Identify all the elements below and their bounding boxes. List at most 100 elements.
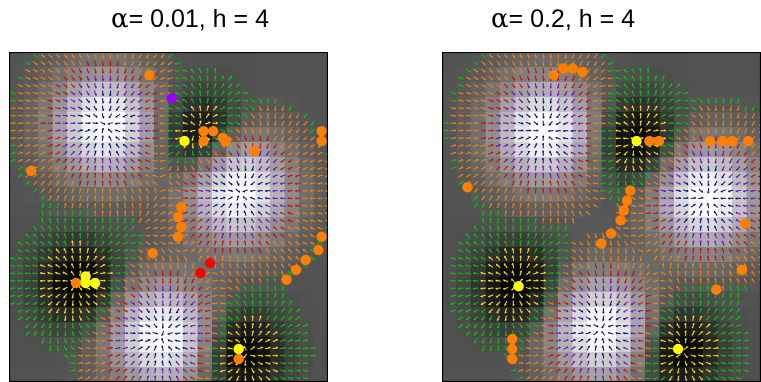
intensity-cell — [442, 277, 457, 293]
intensity-cell — [198, 52, 213, 68]
intensity-cell — [573, 127, 588, 143]
gradient-arrow-head — [156, 296, 157, 298]
gradient-arrow-head — [274, 155, 276, 156]
intensity-cell — [285, 292, 300, 308]
gradient-arrow-head — [489, 256, 490, 258]
intensity-cell — [82, 247, 97, 263]
intensity-cell — [53, 52, 68, 68]
gradient-arrow-head — [168, 327, 170, 328]
gradient-arrow-head — [146, 174, 147, 176]
intensity-cell — [457, 337, 472, 353]
intensity-cell — [529, 307, 544, 323]
intensity-cell — [67, 127, 82, 143]
gradient-arrow-head — [296, 242, 297, 244]
intensity-cell — [270, 157, 285, 173]
gradient-arrow-head — [306, 332, 308, 333]
intensity-cell — [256, 67, 271, 83]
gradient-arrow-head — [178, 259, 179, 261]
intensity-cell — [227, 232, 242, 248]
sample-point-orange — [208, 126, 218, 136]
gradient-arrow-head — [33, 327, 35, 328]
gradient-arrow-head — [97, 115, 98, 117]
gradient-arrow-head — [96, 362, 98, 363]
intensity-cell — [718, 67, 733, 83]
gradient-arrow-head — [191, 297, 193, 298]
gradient-arrow-head — [13, 152, 15, 153]
intensity-cell — [183, 97, 198, 113]
intensity-cell — [486, 367, 501, 382]
intensity-cell — [457, 367, 472, 382]
intensity-cell — [457, 307, 472, 323]
intensity-cell — [471, 232, 486, 248]
intensity-cell — [53, 262, 68, 278]
gradient-arrow-head — [116, 173, 117, 175]
gradient-arrow-head — [511, 290, 513, 291]
intensity-cell — [169, 337, 184, 353]
intensity-cell — [442, 112, 457, 128]
sample-point-orange — [316, 136, 326, 146]
intensity-cell — [38, 67, 53, 83]
intensity-cell — [9, 322, 24, 338]
intensity-cell — [457, 277, 472, 293]
intensity-cell — [256, 187, 271, 203]
intensity-cell — [471, 112, 486, 128]
intensity-cell — [544, 322, 559, 338]
intensity-cell — [183, 292, 198, 308]
intensity-cell — [732, 352, 747, 368]
gradient-arrow-head — [97, 318, 98, 320]
intensity-cell — [183, 337, 198, 353]
intensity-cell — [67, 352, 82, 368]
gradient-arrow-head — [207, 226, 209, 227]
intensity-cell — [198, 202, 213, 218]
gradient-arrow-head — [156, 266, 157, 268]
intensity-cell — [24, 307, 39, 323]
intensity-cell — [9, 112, 24, 128]
intensity-cell — [616, 112, 631, 128]
intensity-cell — [125, 307, 140, 323]
intensity-cell — [270, 112, 285, 128]
intensity-cell — [299, 157, 314, 173]
intensity-cell — [457, 217, 472, 233]
intensity-cell — [53, 127, 68, 143]
intensity-cell — [241, 262, 256, 278]
intensity-cell — [718, 337, 733, 353]
intensity-cell — [732, 202, 747, 218]
gradient-arrow-head — [239, 190, 240, 192]
gradient-arrow-head — [67, 86, 68, 88]
gradient-arrow-head — [183, 84, 184, 86]
intensity-cell — [486, 97, 501, 113]
gradient-arrow-head — [244, 338, 245, 340]
intensity-cell — [674, 112, 689, 128]
intensity-cell — [24, 292, 39, 308]
intensity-cell — [442, 202, 457, 218]
intensity-cell — [660, 187, 675, 203]
intensity-cell — [457, 112, 472, 128]
intensity-cell — [285, 97, 300, 113]
gradient-arrow-head — [454, 159, 456, 160]
intensity-cell — [256, 202, 271, 218]
gradient-arrow-head — [179, 183, 180, 185]
intensity-cell — [529, 217, 544, 233]
intensity-cell — [529, 127, 544, 143]
intensity-cell — [314, 97, 329, 113]
gradient-arrow-head — [303, 125, 305, 126]
gradient-arrow-head — [96, 272, 98, 273]
gradient-arrow-head — [251, 278, 252, 280]
intensity-cell — [616, 292, 631, 308]
gradient-arrow-head — [267, 324, 269, 325]
gradient-arrow-head — [522, 56, 523, 58]
gradient-arrow-head — [36, 144, 38, 145]
gradient-arrow-head — [63, 297, 65, 298]
intensity-cell — [285, 52, 300, 68]
intensity-cell — [471, 97, 486, 113]
intensity-cell — [558, 277, 573, 293]
gradient-arrow-head — [168, 72, 170, 73]
intensity-cell — [125, 112, 140, 128]
gradient-arrow-head — [133, 234, 135, 235]
intensity-cell — [183, 82, 198, 98]
intensity-cell — [616, 157, 631, 173]
sample-point-yellow — [90, 278, 100, 288]
intensity-cell — [471, 262, 486, 278]
gradient-arrow-head — [25, 296, 27, 297]
intensity-cell — [442, 52, 457, 68]
